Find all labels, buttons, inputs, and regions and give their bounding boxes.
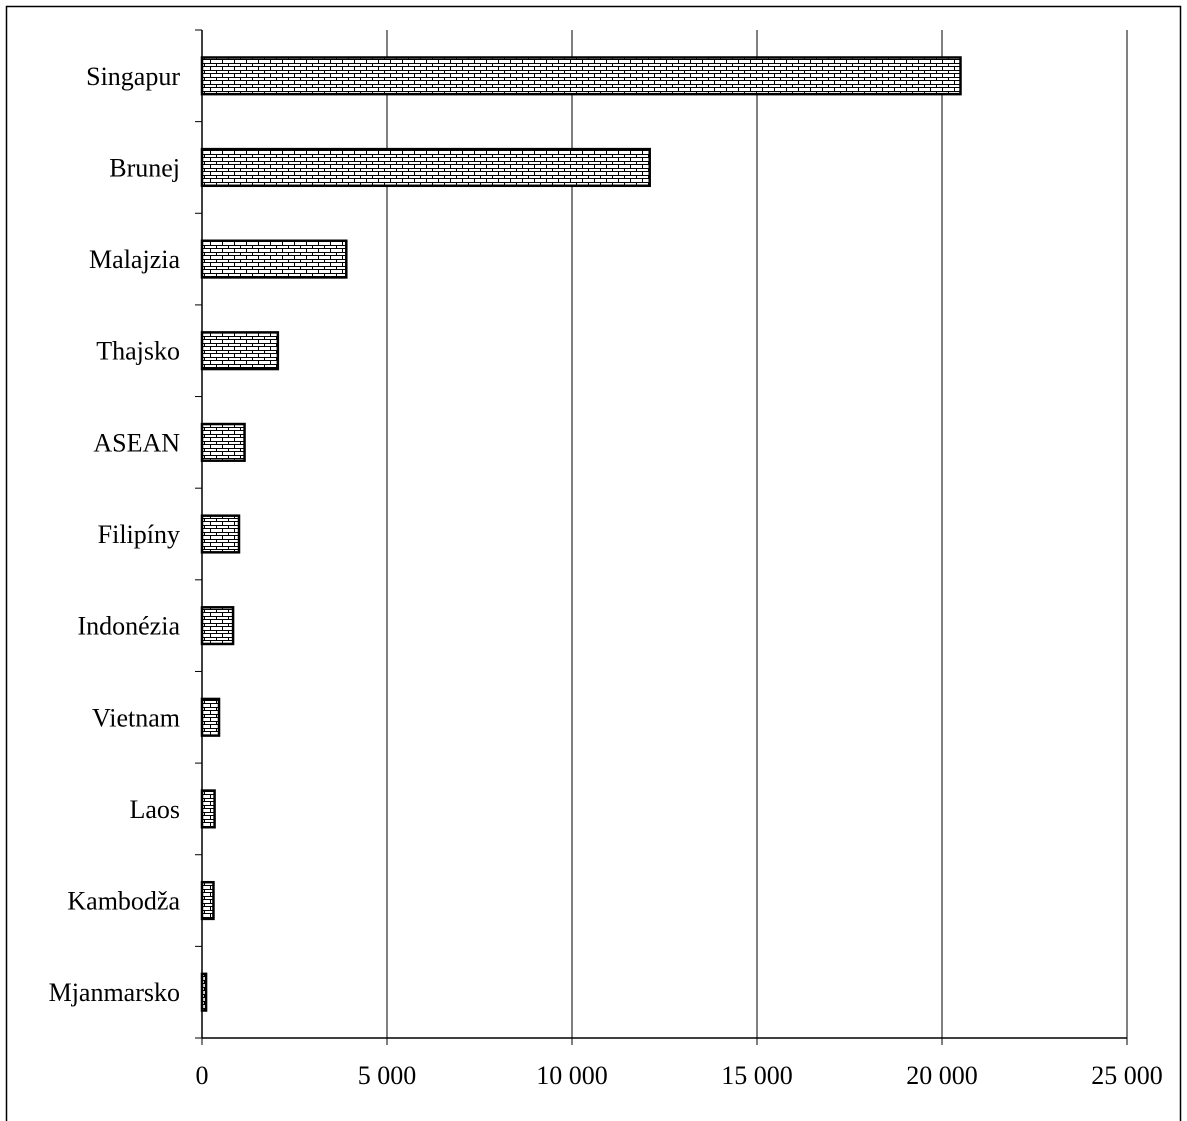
chart-border [5,5,1182,1121]
bar-6 [200,514,241,554]
gridlines [386,30,1128,1038]
y-tick-label: Malajzia [89,245,180,274]
y-tick-label: Kambodža [67,887,180,916]
y-tick-label: Singapur [86,62,180,91]
y-tick-label: Indonézia [77,612,180,641]
bar-10 [200,880,215,921]
y-tick-label: ASEAN [93,428,180,457]
x-tick-label: 5 000 [358,1061,417,1090]
x-tick-label: 15 000 [721,1061,793,1090]
bar-2 [200,147,651,188]
bar-4 [200,331,280,371]
axes [195,29,1128,1045]
bar-9 [200,789,216,829]
y-tick-label: Thajsko [96,337,180,366]
y-tick-label: Brunej [109,153,180,182]
y-tick-label: Filipíny [98,520,180,549]
x-tick-label: 25 000 [1091,1061,1163,1090]
tick-labels: Singapur Brunej Malajzia Thajsko ASEAN Filipí… [49,62,1163,1090]
bar-7 [200,606,235,646]
y-tick-label: Laos [129,795,180,824]
bars [200,56,962,1012]
bar-3 [200,239,348,279]
bar-8 [200,697,221,737]
x-tick-label: 0 [196,1061,209,1090]
bar-1 [200,56,962,96]
x-tick-label: 10 000 [536,1061,608,1090]
y-tick-label: Vietnam [92,703,180,732]
x-tick-label: 20 000 [906,1061,978,1090]
y-tick-label: Mjanmarsko [49,978,180,1007]
bar-5 [200,422,246,462]
